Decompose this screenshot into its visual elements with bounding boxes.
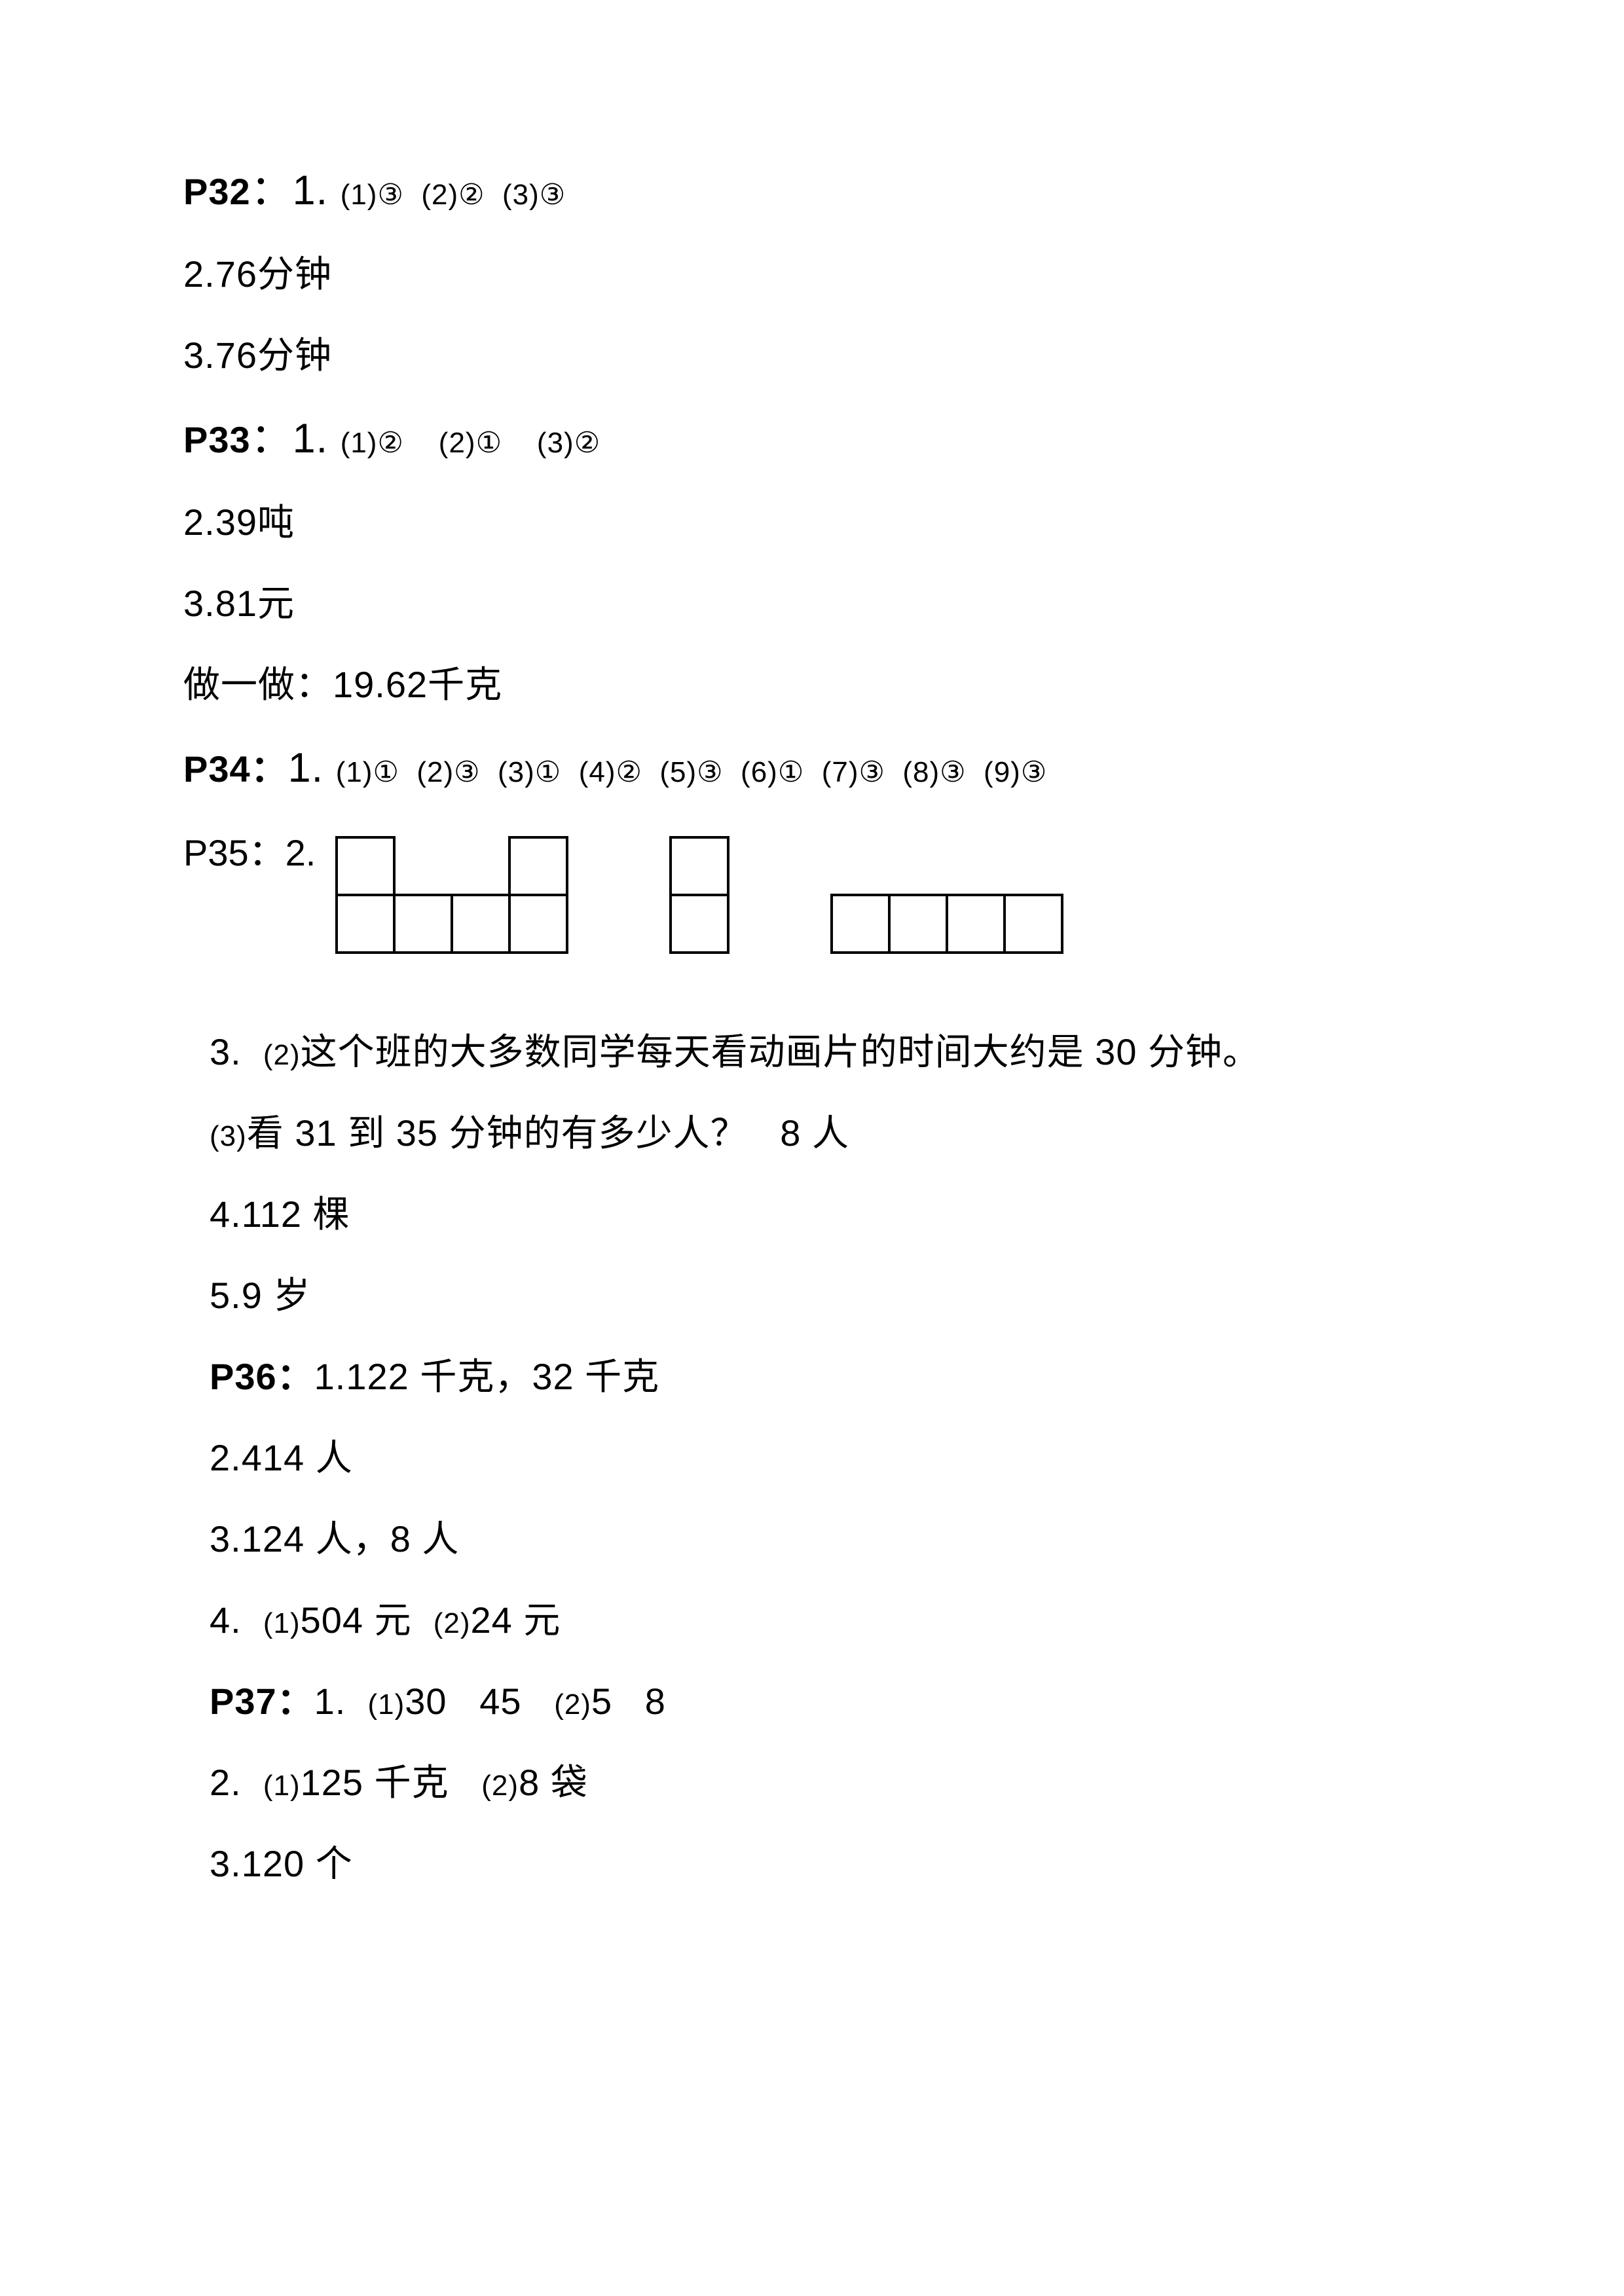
text-p37-1d: (2) xyxy=(554,1688,591,1721)
text-p37-2e: 8 袋 xyxy=(519,1762,588,1803)
text-p36-4d: (2) xyxy=(434,1607,471,1639)
line-p34-1: P34：1. (1)① (2)③ (3)① (4)② (5)③ (6)① (7)… xyxy=(183,748,1441,789)
line-p33-zyz: 做一做：19.62千克 xyxy=(183,666,1441,703)
text-p32-1b: (1)③ (2)② (3)③ xyxy=(341,179,566,211)
text-p35-3-3b: 看 31 到 35 分钟的有多少人？ 8 人 xyxy=(247,1112,849,1154)
line-p35-2-label: P35：2. xyxy=(183,833,316,871)
text-p36-4a: 4. xyxy=(210,1599,263,1641)
line-p37-1: P37：1. (1)30 45 (2)5 8 xyxy=(210,1683,1441,1720)
shape-1 xyxy=(334,835,570,955)
line-p37-3: 3.120 个 xyxy=(210,1846,1441,1882)
text-p36-4c: 504 元 xyxy=(301,1599,434,1641)
line-p35-2-row: P35：2. xyxy=(183,833,1441,955)
line-p37-2: 2. (1)125 千克 (2)8 袋 xyxy=(210,1764,1441,1801)
text-p35-3-2a: 3. xyxy=(210,1031,263,1072)
text-p37-1e: 5 8 xyxy=(591,1681,666,1722)
text-p33-1b: (1)② (2)① (3)② xyxy=(341,427,600,459)
line-p36-4: 4. (1)504 元 (2)24 元 xyxy=(210,1602,1441,1639)
shape-3 xyxy=(829,892,1065,955)
text-p35-2: 2. xyxy=(286,832,316,873)
line-p35-3-3: (3)看 31 到 35 分钟的有多少人？ 8 人 xyxy=(210,1115,1441,1152)
text-p35-3-2b: (2) xyxy=(263,1039,301,1071)
line-p33-2: 2.39吨 xyxy=(183,504,1441,541)
line-p33-1: P33：1. (1)② (2)① (3)② xyxy=(183,418,1441,460)
text-p33-1a: ：1. xyxy=(251,416,341,462)
text-p32-1a: ：1. xyxy=(251,168,341,213)
line-p32-1: P32：1. (1)③ (2)② (3)③ xyxy=(183,170,1441,211)
shapes-container xyxy=(334,833,1065,955)
label-p34: P34： xyxy=(183,748,288,790)
text-p36-4e: 24 元 xyxy=(471,1599,561,1641)
text-p36-1: 1.122 千克，32 千克 xyxy=(314,1356,660,1397)
text-p37-1b: (1) xyxy=(367,1688,405,1721)
line-p36-3: 3.124 人，8 人 xyxy=(210,1521,1441,1558)
line-p36-1: P36：1.122 千克，32 千克 xyxy=(210,1358,1441,1395)
label-p36: P36： xyxy=(210,1356,314,1397)
text-p37-1c: 30 45 xyxy=(405,1681,554,1722)
line-p33-3: 3.81元 xyxy=(183,585,1441,622)
text-p35-3-2c: 这个班的大多数同学每天看动画片的时间大约是 30 分钟。 xyxy=(301,1031,1260,1072)
text-p37-1a: 1. xyxy=(314,1681,368,1722)
shape-2 xyxy=(668,835,731,955)
label-p32: P32 xyxy=(183,171,251,212)
text-p34-1b: (1)① (2)③ (3)① (4)② (5)③ (6)① (7)③ (8)③ … xyxy=(336,756,1048,788)
text-p37-2a: 2. xyxy=(210,1762,263,1803)
document-page: P32：1. (1)③ (2)② (3)③ 2.76分钟 3.76分钟 P33：… xyxy=(0,0,1624,2296)
label-p35: P35： xyxy=(183,832,286,873)
line-p35-3-2: 3. (2)这个班的大多数同学每天看动画片的时间大约是 30 分钟。 xyxy=(210,1034,1441,1070)
line-p32-3: 3.76分钟 xyxy=(183,337,1441,374)
line-p35-4: 4.112 棵 xyxy=(210,1196,1441,1233)
text-p37-2d: (2) xyxy=(481,1770,519,1802)
line-p36-2: 2.414 人 xyxy=(210,1440,1441,1476)
text-p35-3-3a: (3) xyxy=(210,1120,247,1152)
line-p32-2: 2.76分钟 xyxy=(183,256,1441,293)
label-p37: P37： xyxy=(210,1681,314,1722)
text-p37-2b: (1) xyxy=(263,1770,301,1802)
content-column: P32：1. (1)③ (2)② (3)③ 2.76分钟 3.76分钟 P33：… xyxy=(183,170,1441,1927)
text-p34-1a: 1. xyxy=(288,745,336,791)
text-p37-2c: 125 千克 xyxy=(301,1762,482,1803)
text-p36-4b: (1) xyxy=(263,1607,301,1639)
line-p35-5: 5.9 岁 xyxy=(210,1277,1441,1314)
label-p33: P33 xyxy=(183,419,251,460)
